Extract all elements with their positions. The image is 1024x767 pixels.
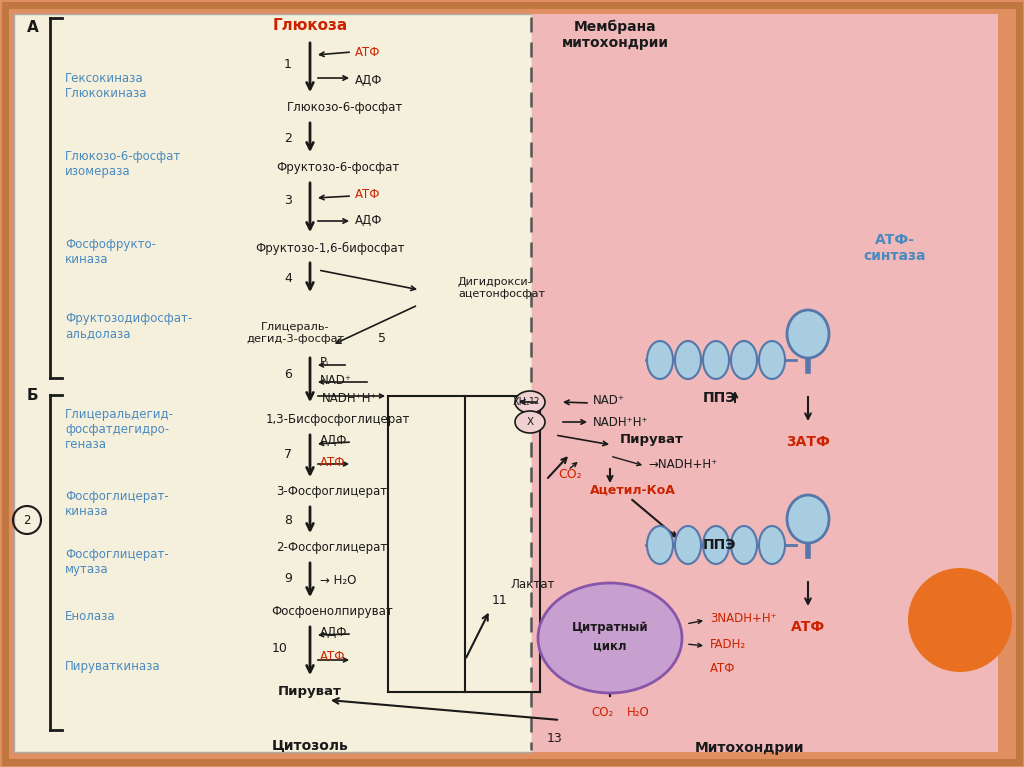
Text: 7: 7 — [284, 449, 292, 462]
Text: 3NADH+H⁺: 3NADH+H⁺ — [710, 611, 777, 624]
Text: 2: 2 — [284, 131, 292, 144]
Text: Пируват: Пируват — [620, 433, 684, 446]
Circle shape — [908, 568, 1012, 672]
Ellipse shape — [759, 526, 785, 564]
Bar — [532, 14, 998, 752]
Text: АТФ: АТФ — [791, 620, 825, 634]
Ellipse shape — [515, 391, 545, 413]
Text: 5: 5 — [378, 331, 386, 344]
Ellipse shape — [647, 341, 673, 379]
Text: АТФ: АТФ — [319, 650, 345, 663]
Text: ППЭ: ППЭ — [703, 538, 736, 552]
Ellipse shape — [515, 411, 545, 433]
Text: FADH₂: FADH₂ — [710, 638, 746, 651]
Text: Лактат: Лактат — [510, 578, 554, 591]
Text: X: X — [526, 417, 534, 427]
Text: Фосфоглицерат-
киназа: Фосфоглицерат- киназа — [65, 490, 169, 518]
Text: АТФ: АТФ — [710, 661, 735, 674]
Text: Мембрана
митохондрии: Мембрана митохондрии — [561, 20, 669, 51]
Text: Митохондрии: Митохондрии — [695, 741, 805, 755]
Text: АДФ: АДФ — [319, 626, 347, 638]
Text: H₂O: H₂O — [627, 706, 649, 719]
Text: АТФ: АТФ — [319, 456, 345, 469]
Text: 2: 2 — [24, 513, 31, 526]
Ellipse shape — [703, 526, 729, 564]
Text: АТФ: АТФ — [355, 45, 381, 58]
Text: NADH⁺H⁺: NADH⁺H⁺ — [593, 416, 648, 429]
Text: 11: 11 — [493, 594, 508, 607]
Ellipse shape — [759, 341, 785, 379]
Text: Ацетил-КоА: Ацетил-КоА — [590, 483, 676, 496]
Text: Пируваткиназа: Пируваткиназа — [65, 660, 161, 673]
Text: 3: 3 — [284, 193, 292, 206]
Text: Пируват: Пируват — [279, 686, 342, 699]
Text: Фосфоенолпируват: Фосфоенолпируват — [271, 605, 393, 618]
Ellipse shape — [703, 341, 729, 379]
Text: АТФ-
синтаза: АТФ- синтаза — [864, 233, 927, 263]
Text: АДФ: АДФ — [319, 433, 347, 446]
Text: Цитратный: Цитратный — [571, 621, 648, 634]
Text: CO₂: CO₂ — [558, 468, 582, 480]
Text: Фосфофрукто-
киназа: Фосфофрукто- киназа — [65, 238, 156, 266]
Text: Глюкоза: Глюкоза — [272, 18, 347, 32]
Text: Цитозоль: Цитозоль — [271, 738, 348, 752]
Text: 8: 8 — [284, 513, 292, 526]
Ellipse shape — [731, 341, 757, 379]
Text: 13: 13 — [547, 732, 563, 745]
Text: Pᵢ: Pᵢ — [319, 355, 329, 368]
Text: Гексокиназа
Глюкокиназа: Гексокиназа Глюкокиназа — [65, 72, 147, 100]
Text: NAD⁺: NAD⁺ — [593, 393, 625, 407]
Ellipse shape — [538, 583, 682, 693]
Text: 1,3-Бисфосфоглицерат: 1,3-Бисфосфоглицерат — [266, 413, 411, 426]
Ellipse shape — [647, 526, 673, 564]
Text: 1: 1 — [284, 58, 292, 71]
Text: →NADH+H⁺: →NADH+H⁺ — [648, 459, 717, 472]
Text: Глюкозо-6-фосфат
изомераза: Глюкозо-6-фосфат изомераза — [65, 150, 181, 178]
Text: Глицеральдегид-
фосфатдегидро-
геназа: Глицеральдегид- фосфатдегидро- геназа — [65, 408, 174, 451]
Ellipse shape — [731, 526, 757, 564]
Text: цикл: цикл — [593, 640, 627, 653]
Text: АДФ: АДФ — [355, 74, 383, 87]
Text: 4: 4 — [284, 272, 292, 285]
Text: Фруктозо-1,6-бифосфат: Фруктозо-1,6-бифосфат — [255, 242, 404, 255]
Ellipse shape — [787, 310, 829, 358]
Text: 10: 10 — [272, 641, 288, 654]
Ellipse shape — [787, 495, 829, 543]
Text: 3АТФ: 3АТФ — [786, 435, 829, 449]
Text: XH₂: XH₂ — [513, 397, 530, 407]
Text: А: А — [27, 20, 39, 35]
Text: → H₂O: → H₂O — [319, 574, 356, 587]
Text: NAD⁺: NAD⁺ — [319, 374, 352, 387]
Text: Фосфоглицерат-
мутаза: Фосфоглицерат- мутаза — [65, 548, 169, 576]
Text: 12: 12 — [529, 397, 541, 407]
Ellipse shape — [675, 341, 701, 379]
Text: Фруктозо-6-фосфат: Фруктозо-6-фосфат — [276, 162, 399, 175]
Bar — [14, 14, 532, 752]
Text: 6: 6 — [284, 368, 292, 381]
Text: 9: 9 — [284, 571, 292, 584]
Text: Б: Б — [27, 388, 39, 403]
Text: ППЭ: ППЭ — [703, 391, 736, 405]
Text: АТФ: АТФ — [355, 189, 381, 202]
Text: Глюкозо-6-фосфат: Глюкозо-6-фосфат — [287, 101, 403, 114]
Text: 3-Фосфоглицерат: 3-Фосфоглицерат — [276, 486, 387, 499]
Ellipse shape — [675, 526, 701, 564]
Text: Енолаза: Енолаза — [65, 610, 116, 623]
Text: АДФ: АДФ — [355, 213, 383, 226]
Text: CO₂: CO₂ — [591, 706, 613, 719]
Text: Дигидрокси-
ацетонфосфат: Дигидрокси- ацетонфосфат — [458, 277, 545, 299]
Text: Глицераль-
дегид-3-фосфат: Глицераль- дегид-3-фосфат — [246, 322, 344, 344]
Text: NADH⁺H⁺: NADH⁺H⁺ — [322, 391, 378, 404]
Text: 2-Фосфоглицерат: 2-Фосфоглицерат — [276, 542, 388, 555]
Text: Фруктозодифосфат-
альдолаза: Фруктозодифосфат- альдолаза — [65, 312, 193, 340]
